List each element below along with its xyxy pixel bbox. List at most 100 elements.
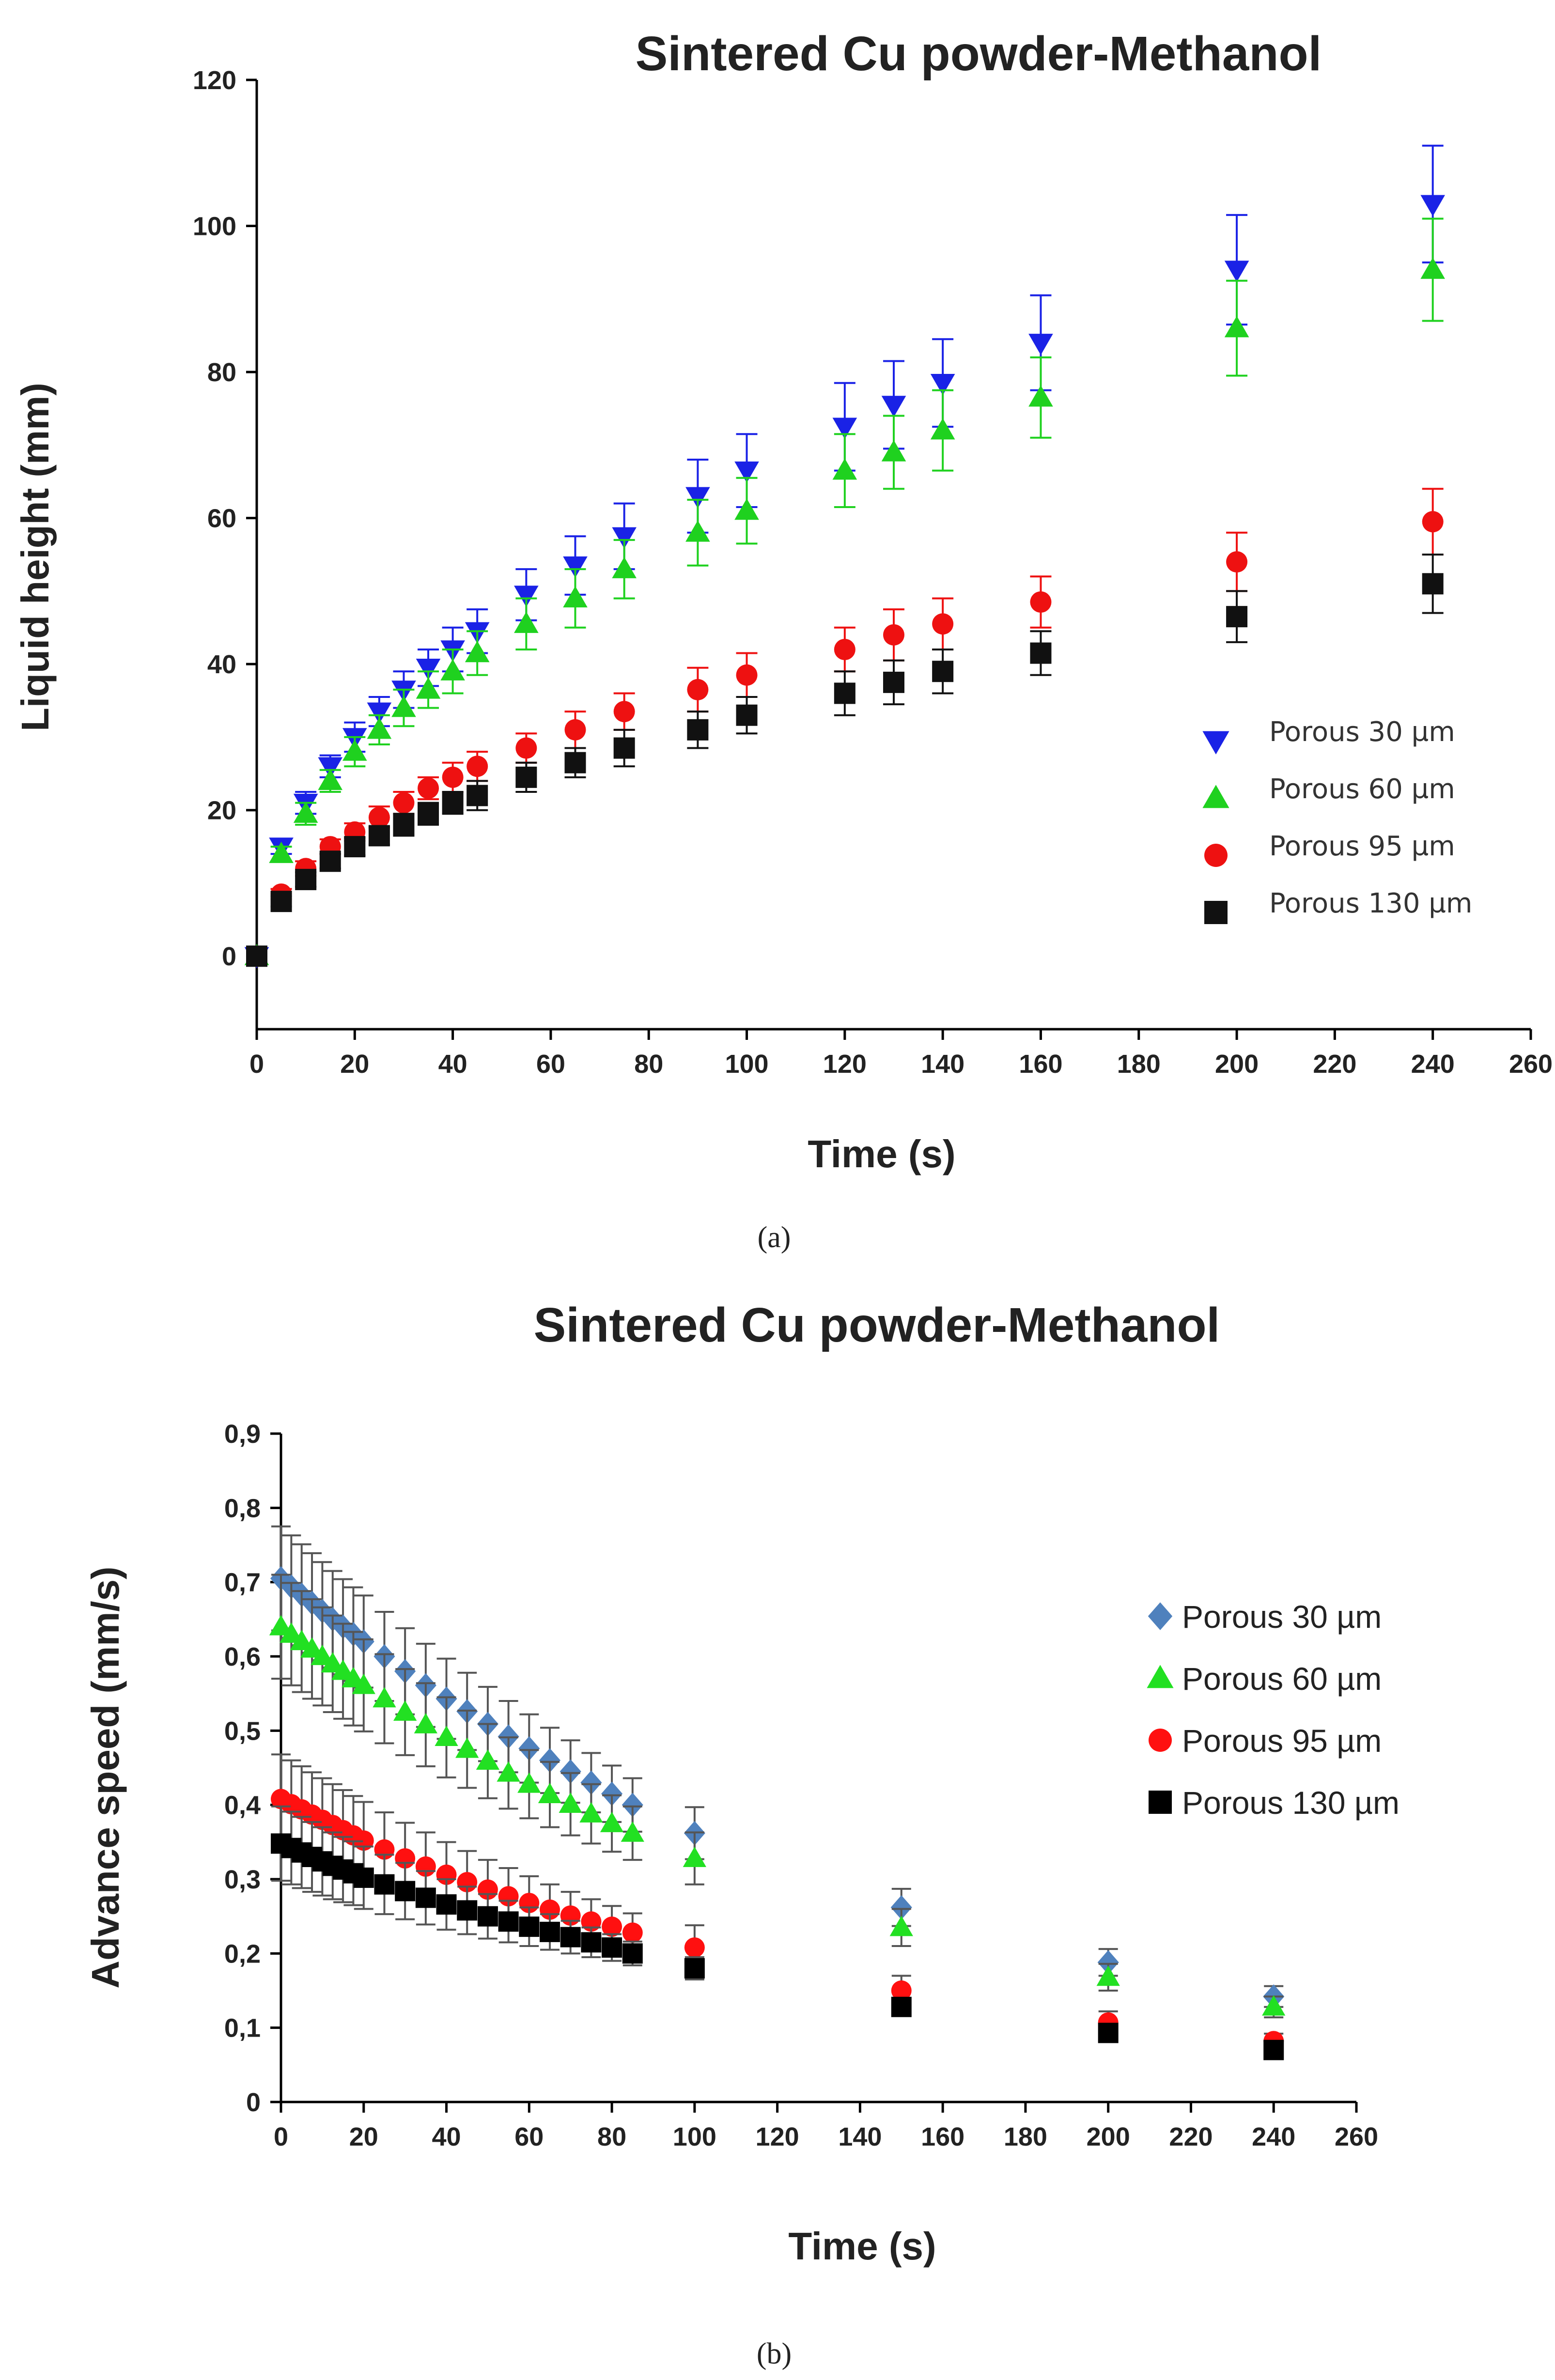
data-point: [1030, 642, 1052, 664]
legend-label: Porous 95 µm: [1269, 831, 1455, 862]
data-point: [418, 777, 439, 799]
data-point: [684, 1937, 705, 1958]
series-porous-95-m: [246, 488, 1444, 967]
data-point: [1097, 1950, 1119, 1975]
x-tick-label: 180: [1117, 1050, 1161, 1079]
data-point: [930, 373, 955, 395]
data-point: [435, 1725, 458, 1746]
data-point: [393, 814, 415, 835]
data-point: [734, 461, 759, 483]
data-point: [440, 659, 465, 680]
data-point: [1224, 261, 1249, 282]
data-point: [932, 661, 954, 682]
data-point: [621, 1821, 644, 1842]
data-point: [270, 891, 292, 912]
data-point: [515, 737, 537, 759]
data-point: [581, 1932, 602, 1953]
data-point: [514, 611, 539, 633]
data-point: [580, 1770, 602, 1795]
y-tick-label: 0,6: [224, 1642, 261, 1671]
data-point: [414, 1713, 437, 1733]
series-porous-30-m: [244, 144, 1445, 969]
x-tick-label: 20: [340, 1050, 369, 1079]
data-point: [559, 1792, 582, 1813]
data-point: [416, 677, 441, 699]
data-point: [687, 719, 709, 741]
x-tick-label: 100: [725, 1050, 768, 1079]
data-point: [393, 1700, 417, 1721]
data-point: [395, 1881, 416, 1901]
x-tick-label: 60: [536, 1050, 565, 1079]
legend-marker: [1149, 1791, 1172, 1814]
data-point: [683, 1846, 706, 1867]
data-point: [367, 702, 392, 724]
data-point: [373, 1687, 396, 1708]
y-tick-label: 0,4: [224, 1791, 261, 1820]
x-tick-label: 200: [1087, 2122, 1130, 2151]
data-point: [540, 1921, 560, 1942]
x-tick-label: 100: [673, 2122, 716, 2151]
data-point: [368, 825, 390, 847]
data-point: [269, 841, 294, 863]
data-point: [734, 498, 759, 520]
data-point: [295, 868, 317, 890]
data-point: [613, 701, 635, 723]
x-tick-label: 240: [1252, 2122, 1295, 2151]
panel-label: (a): [758, 1221, 791, 1254]
y-tick-label: 60: [207, 504, 236, 533]
x-tick-label: 80: [597, 2122, 626, 2151]
y-tick-label: 0,7: [224, 1568, 261, 1597]
x-tick-label: 60: [514, 2122, 544, 2151]
data-point: [685, 487, 710, 509]
data-point: [457, 1900, 478, 1921]
y-tick-label: 0,5: [224, 1716, 261, 1746]
data-point: [832, 458, 857, 480]
y-tick-label: 100: [193, 212, 236, 241]
x-tick-label: 160: [921, 2122, 964, 2151]
data-point: [560, 1927, 581, 1947]
y-tick-label: 0: [246, 2088, 261, 2117]
legend-marker: [1202, 785, 1229, 808]
legend-label: Porous 95 µm: [1182, 1723, 1382, 1759]
x-tick-label: 260: [1335, 2122, 1378, 2151]
data-point: [563, 556, 588, 578]
x-tick-label: 180: [1004, 2122, 1047, 2151]
x-tick-label: 40: [432, 2122, 461, 2151]
data-point: [891, 1980, 912, 2001]
data-point: [1028, 385, 1053, 407]
data-point: [564, 719, 586, 741]
data-point: [1098, 2023, 1119, 2043]
data-point: [519, 1916, 540, 1937]
data-point: [1263, 2040, 1284, 2060]
data-point: [498, 1911, 519, 1932]
panel-label: (b): [757, 2337, 792, 2370]
data-point: [1420, 195, 1445, 216]
data-point: [622, 1793, 643, 1817]
y-axis-label: Liquid height (mm): [14, 383, 57, 731]
y-tick-label: 20: [207, 796, 236, 825]
x-tick-label: 0: [274, 2122, 288, 2151]
data-point: [1096, 1965, 1120, 1986]
data-point: [319, 850, 341, 872]
legend-label: Porous 60 µm: [1182, 1661, 1382, 1697]
data-point: [436, 1894, 457, 1915]
data-point: [883, 671, 904, 693]
legend-marker: [1147, 1665, 1174, 1688]
x-tick-label: 140: [838, 2122, 882, 2151]
data-point: [442, 792, 464, 814]
data-point: [374, 1874, 395, 1895]
data-point: [466, 756, 488, 777]
x-tick-label: 20: [349, 2122, 378, 2151]
data-point: [834, 682, 855, 704]
legend-marker: [1148, 1602, 1173, 1630]
chart-title: Sintered Cu powder-Methanol: [636, 27, 1322, 81]
data-point: [514, 586, 539, 607]
data-point: [416, 658, 441, 680]
data-point: [497, 1761, 520, 1782]
data-point: [415, 1887, 436, 1908]
data-point: [367, 717, 392, 739]
data-point: [1028, 334, 1053, 355]
data-point: [1420, 257, 1445, 279]
